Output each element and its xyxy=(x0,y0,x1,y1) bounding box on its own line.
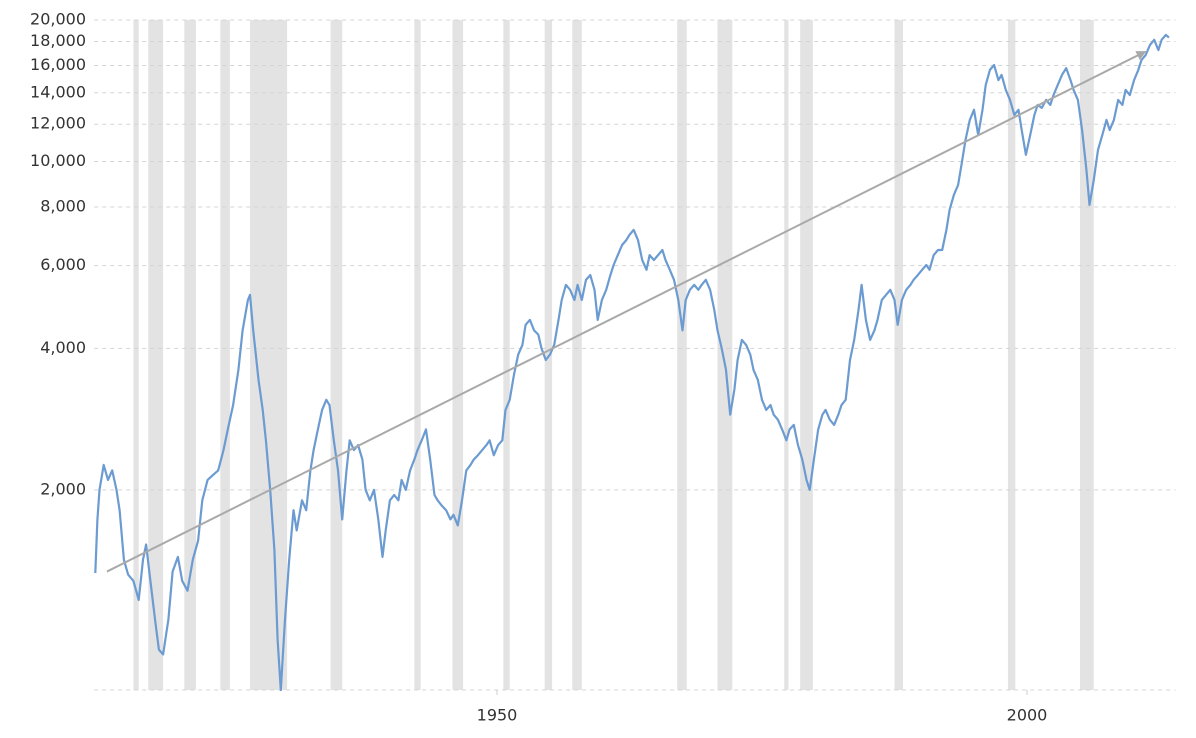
recession-band xyxy=(784,20,788,690)
y-tick-label: 12,000 xyxy=(30,114,86,133)
chart: 2,000 4,000 6,000 8,000 10,000 12,000 14,000 16… xyxy=(0,0,1196,738)
recession-band xyxy=(503,20,509,690)
x-tick-label: 1950 xyxy=(477,706,518,725)
recession-band xyxy=(717,20,732,690)
x-tick-label: 2000 xyxy=(1007,706,1048,725)
recession-band xyxy=(220,20,230,690)
y-tick-label: 14,000 xyxy=(30,82,86,101)
y-tick-label: 20,000 xyxy=(30,10,86,29)
y-tick-label: 6,000 xyxy=(40,255,86,274)
recession-band xyxy=(677,20,687,690)
y-tick-label: 4,000 xyxy=(40,338,86,357)
y-tick-label: 8,000 xyxy=(40,196,86,215)
y-tick-label: 10,000 xyxy=(30,151,86,170)
recession-band xyxy=(895,20,903,690)
recession-band xyxy=(452,20,463,690)
y-tick-label: 2,000 xyxy=(40,479,86,498)
recession-band xyxy=(1080,20,1094,690)
y-tick-label: 18,000 xyxy=(30,31,86,50)
recession-band xyxy=(800,20,813,690)
y-tick-label: 16,000 xyxy=(30,55,86,74)
recession-band xyxy=(331,20,343,690)
recession-band xyxy=(572,20,582,690)
recession-band xyxy=(414,20,420,690)
